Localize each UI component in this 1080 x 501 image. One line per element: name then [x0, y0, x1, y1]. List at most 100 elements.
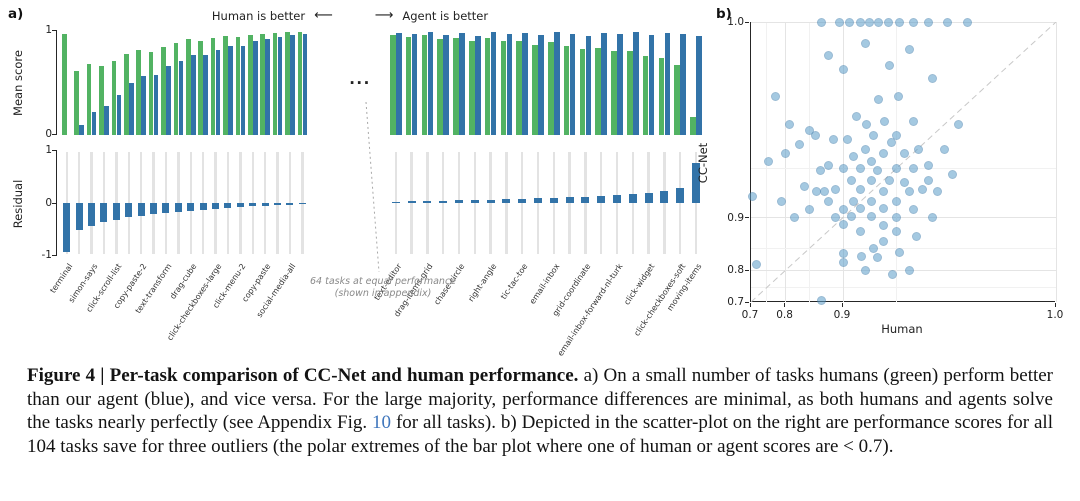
scatter-gridline-h	[751, 269, 1056, 271]
scatter-gridline-v	[842, 22, 844, 302]
scatter-y-tickmark	[745, 301, 749, 303]
scatter-point	[900, 178, 910, 188]
human-mean-bar	[260, 34, 265, 135]
scatter-point	[857, 251, 867, 261]
residual-range-line	[552, 152, 555, 254]
residual-bar	[174, 203, 182, 212]
residual-chart	[58, 150, 706, 256]
panel-b-label: b)	[716, 6, 732, 22]
mean-tick-1	[52, 30, 56, 31]
residual-bar	[100, 203, 108, 223]
scatter-point	[820, 187, 830, 197]
mean-tick-label-1: 1	[45, 24, 52, 36]
scatter-x-tickmark	[841, 303, 843, 307]
scatter-y-tick-label: 0.9	[727, 211, 744, 224]
scatter-point	[878, 221, 888, 231]
agent-mean-bar	[240, 45, 246, 135]
scatter-point	[932, 187, 942, 197]
scatter-x-tick-label: 0.8	[776, 309, 793, 321]
residual-range-line	[505, 152, 508, 254]
scatter-point	[908, 205, 918, 215]
scatter-point	[892, 196, 902, 206]
human-mean-bar	[285, 32, 290, 135]
figure-caption: Figure 4 | Per-task comparison of CC-Net…	[27, 364, 1053, 458]
residual-bar	[261, 203, 269, 206]
scatter-point	[928, 74, 938, 84]
scatter-point	[823, 196, 833, 206]
residual-bar	[439, 200, 448, 203]
human-mean-bar	[469, 41, 475, 135]
appendix-fig-link[interactable]: 10	[372, 412, 392, 433]
residual-bar	[597, 195, 606, 203]
scatter-point	[861, 38, 871, 48]
residual-range-line	[694, 152, 698, 254]
human-mean-bar	[86, 64, 92, 135]
agent-mean-bar	[91, 112, 97, 135]
residual-tick-0	[52, 203, 56, 204]
scatter-x-tickmark	[749, 303, 751, 307]
note-line-1: 64 tasks at equal performance	[309, 276, 457, 287]
human-axis-label: Human	[881, 322, 923, 336]
scatter-point	[862, 119, 872, 129]
scatter-point	[895, 247, 905, 257]
right-arrow-icon: ⟶	[374, 8, 394, 23]
scatter-point	[834, 17, 844, 27]
scatter-gridline-h	[751, 217, 1056, 219]
residual-bar	[581, 196, 590, 203]
ccnet-axis-label: CC-Net	[696, 142, 710, 184]
figure-4: a) Human is better ⟵ ⟶ Agent is better M…	[8, 6, 1063, 358]
human-mean-bar	[532, 44, 538, 135]
scatter-gridline-v	[896, 22, 898, 302]
residual-range-line	[441, 152, 445, 254]
human-mean-bar	[74, 70, 79, 135]
agent-mean-bar	[680, 34, 686, 135]
agent-mean-bar	[459, 33, 465, 135]
residual-bar	[162, 203, 170, 213]
human-mean-bar	[453, 38, 459, 135]
agent-mean-bar	[215, 49, 221, 135]
scatter-x-tickmark	[1054, 303, 1056, 307]
scatter-point	[953, 119, 963, 129]
mean-y-axis	[56, 30, 57, 135]
scatter-point	[838, 205, 848, 215]
residual-bar	[249, 203, 257, 207]
scatter-point	[905, 265, 915, 275]
human-mean-bar	[148, 51, 154, 135]
scatter-x-tick-label: 0.9	[833, 309, 851, 321]
mean-score-chart	[58, 31, 706, 135]
human-mean-bar	[437, 39, 443, 135]
scatter-y-tick-label: 0.7	[727, 296, 744, 308]
scatter-point	[892, 213, 902, 223]
human-mean-bar	[124, 53, 129, 135]
agent-mean-bar	[129, 83, 134, 135]
scatter-point	[845, 17, 855, 27]
scatter-point	[856, 163, 866, 173]
scatter-point	[869, 130, 879, 140]
scatter-point	[846, 176, 856, 186]
human-mean-bar	[516, 41, 522, 135]
human-mean-bar	[595, 47, 601, 135]
scatter-y-tickmark	[745, 21, 749, 23]
residual-bar	[486, 199, 495, 203]
agent-mean-bar	[538, 35, 544, 135]
scatter-point	[838, 163, 848, 173]
agent-mean-bar	[277, 37, 283, 135]
residual-bar	[88, 203, 96, 227]
agent-mean-bar	[427, 32, 434, 135]
scatter-point	[917, 184, 927, 194]
scatter-point	[866, 196, 876, 206]
residual-bar	[407, 201, 416, 203]
residual-bar	[125, 203, 133, 218]
ellipsis: ...	[349, 70, 371, 88]
scatter-point	[908, 163, 918, 173]
scatter-point	[869, 243, 879, 253]
scatter-point	[810, 130, 820, 140]
scatter-gridline-h	[751, 167, 1056, 169]
scatter-point	[838, 65, 848, 75]
residual-tick-pos1	[52, 150, 56, 151]
residual-bar	[150, 203, 158, 215]
scatter-point	[771, 92, 781, 102]
scatter-point	[900, 148, 910, 158]
residual-range-line	[457, 152, 461, 254]
scatter-point	[879, 117, 889, 127]
